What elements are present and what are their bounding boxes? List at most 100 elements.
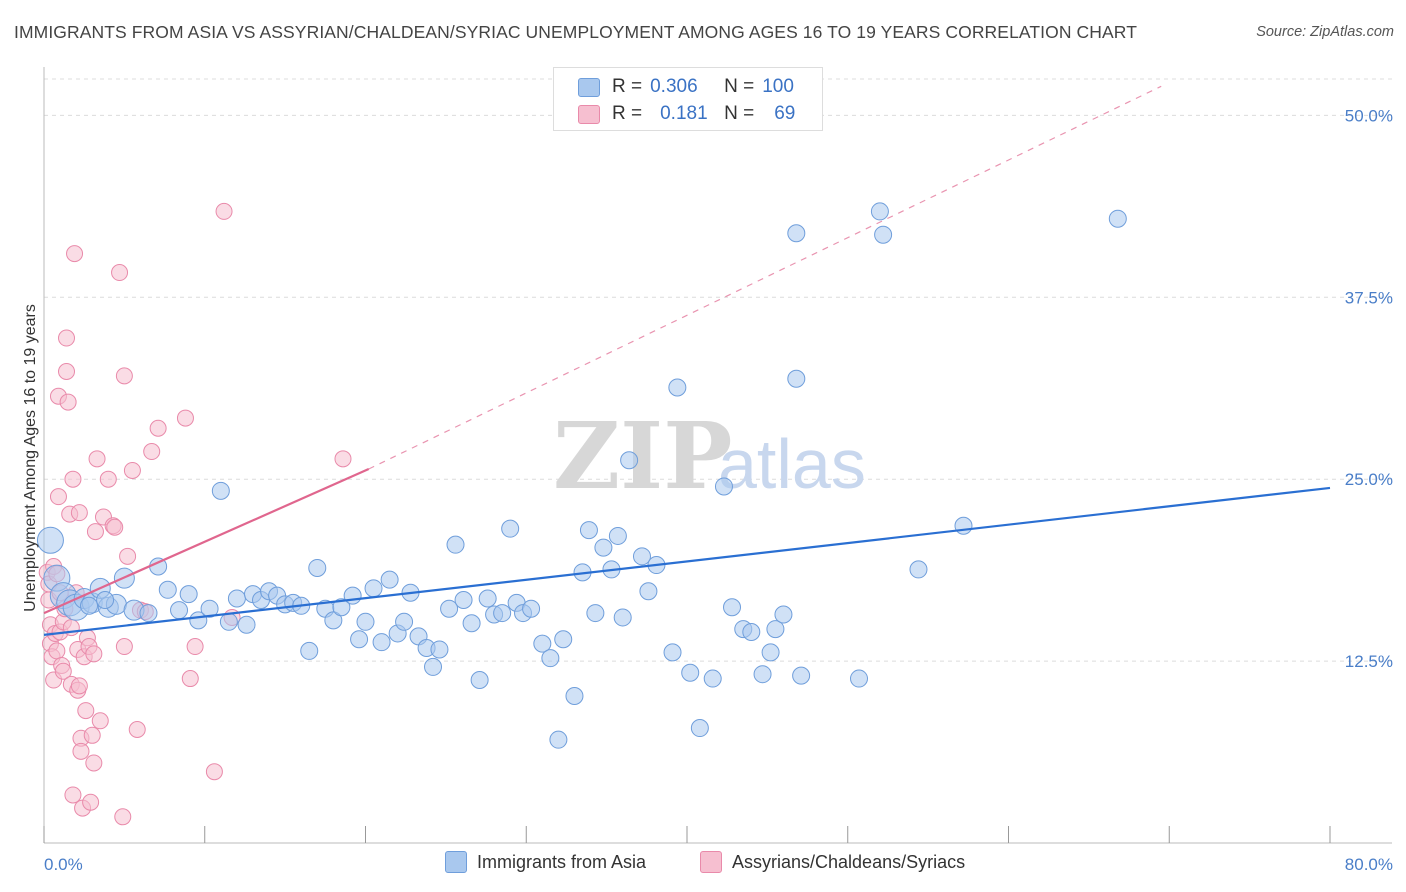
data-point-asia — [766, 620, 785, 639]
data-point-asia — [470, 671, 489, 690]
data-point-asia — [440, 599, 459, 618]
data-point-asia — [594, 538, 613, 557]
data-point-assyrian — [149, 419, 167, 437]
data-point-asia — [179, 585, 198, 604]
data-point-asia — [761, 643, 780, 662]
data-point-asia — [874, 225, 893, 244]
data-point-asia — [742, 622, 761, 641]
data-point-assyrian — [72, 742, 90, 760]
data-point-asia — [620, 451, 639, 470]
data-point-assyrian — [77, 702, 95, 720]
data-point-assyrian — [186, 638, 204, 656]
data-point-asia — [200, 599, 219, 618]
legend-r-label: R = — [612, 76, 643, 97]
data-point-asia — [681, 663, 700, 682]
legend-n-value: 69 — [774, 103, 796, 124]
trend-lines — [43, 85, 1331, 636]
data-point-asia — [954, 516, 973, 535]
data-point-asia — [723, 598, 742, 617]
data-point-asia — [308, 558, 327, 577]
series-swatch-assyrian — [700, 851, 722, 873]
data-point-asia — [356, 612, 375, 631]
legend-row-assyrian: R = 0.181 N = 69 — [578, 101, 795, 127]
axis-labels: 12.5% 25.0% 37.5% 50.0% 0.0% 80.0% Unemploymen… — [22, 106, 1393, 874]
data-point-assyrian — [143, 443, 161, 461]
y-tick-label: 12.5% — [1345, 652, 1393, 671]
series-legend-assyrian: Assyrians/Chaldeans/Syriacs — [700, 851, 965, 873]
data-point-assyrian — [334, 450, 352, 468]
data-point-asia — [639, 582, 658, 601]
data-point-asia — [714, 477, 733, 496]
data-point-asia — [774, 605, 793, 624]
legend-r-label: R = — [612, 103, 643, 124]
data-point-assyrian — [70, 504, 88, 522]
data-point-asia — [395, 612, 414, 631]
x-tick-label: 0.0% — [44, 855, 83, 874]
data-point-asia — [753, 665, 772, 684]
data-point-assyrian — [82, 793, 100, 811]
data-point-asia — [579, 521, 598, 540]
data-point-assyrian — [123, 461, 141, 479]
data-point-assyrian — [85, 645, 103, 663]
data-point-asia — [343, 586, 362, 605]
y-tick-label: 37.5% — [1345, 288, 1393, 307]
data-point-asia — [608, 526, 627, 545]
data-point-assyrian — [181, 670, 199, 688]
data-point-asia — [663, 643, 682, 662]
data-point-asia — [454, 590, 473, 609]
y-axis-label: Unemployment Among Ages 16 to 19 years — [22, 304, 39, 612]
data-point-assyrian — [128, 720, 146, 738]
data-point-assyrian — [58, 363, 76, 381]
legend-n-label: N = — [724, 103, 755, 124]
data-point-asia — [792, 666, 811, 685]
data-point-asia — [541, 649, 560, 668]
trend-line-asia — [43, 486, 1331, 636]
data-point-asia — [632, 547, 651, 566]
data-point-assyrian — [66, 245, 84, 263]
trend-line-assyrian-extrapolated — [368, 85, 1162, 470]
data-point-asia — [211, 481, 230, 500]
data-point-assyrian — [83, 726, 101, 744]
data-point-assyrian — [86, 523, 104, 541]
data-point-asia — [493, 604, 512, 623]
data-point-assyrian — [115, 367, 133, 385]
data-point-assyrian — [70, 677, 88, 695]
stats-legend: R = 0.306 N = 100 R = 0.181 N = 69 — [553, 67, 823, 131]
series-swatch-asia — [445, 851, 467, 873]
data-point-asia — [522, 599, 541, 618]
x-tick-label: 80.0% — [1345, 855, 1393, 874]
y-tick-label: 50.0% — [1345, 106, 1393, 125]
data-point-asia — [586, 604, 605, 623]
data-point-asia — [424, 657, 443, 676]
data-point-asia — [227, 589, 246, 608]
legend-n-value: 100 — [762, 76, 794, 97]
data-point-assyrian — [114, 808, 132, 826]
data-point-asia — [549, 730, 568, 749]
data-point-asia — [380, 570, 399, 589]
grid-layer — [44, 78, 1392, 662]
data-point-asia — [565, 687, 584, 706]
data-point-asia — [870, 202, 889, 221]
series-label-asia: Immigrants from Asia — [477, 851, 647, 872]
data-point-asia — [787, 224, 806, 243]
data-point-assyrian — [64, 786, 82, 804]
data-point-assyrian — [48, 642, 66, 660]
data-point-asia — [324, 611, 343, 630]
data-point-assyrian — [58, 329, 76, 347]
data-point-assyrian — [91, 712, 109, 730]
data-point-assyrian — [54, 662, 72, 680]
data-point-asia — [690, 719, 709, 738]
data-point-asia — [139, 604, 158, 623]
data-point-assyrian — [115, 638, 133, 656]
data-point-asia — [668, 378, 687, 397]
legend-swatch-asia — [578, 77, 600, 97]
data-point-assyrian — [215, 202, 233, 220]
data-point-asia — [554, 630, 573, 649]
legend-r-value: 0.181 — [660, 103, 708, 124]
series-label-assyrian: Assyrians/Chaldeans/Syriacs — [732, 851, 966, 872]
legend-swatch-assyrian — [578, 104, 600, 124]
data-point-assyrian — [176, 409, 194, 427]
data-point-asia — [430, 640, 449, 659]
data-point-asia — [237, 615, 256, 634]
